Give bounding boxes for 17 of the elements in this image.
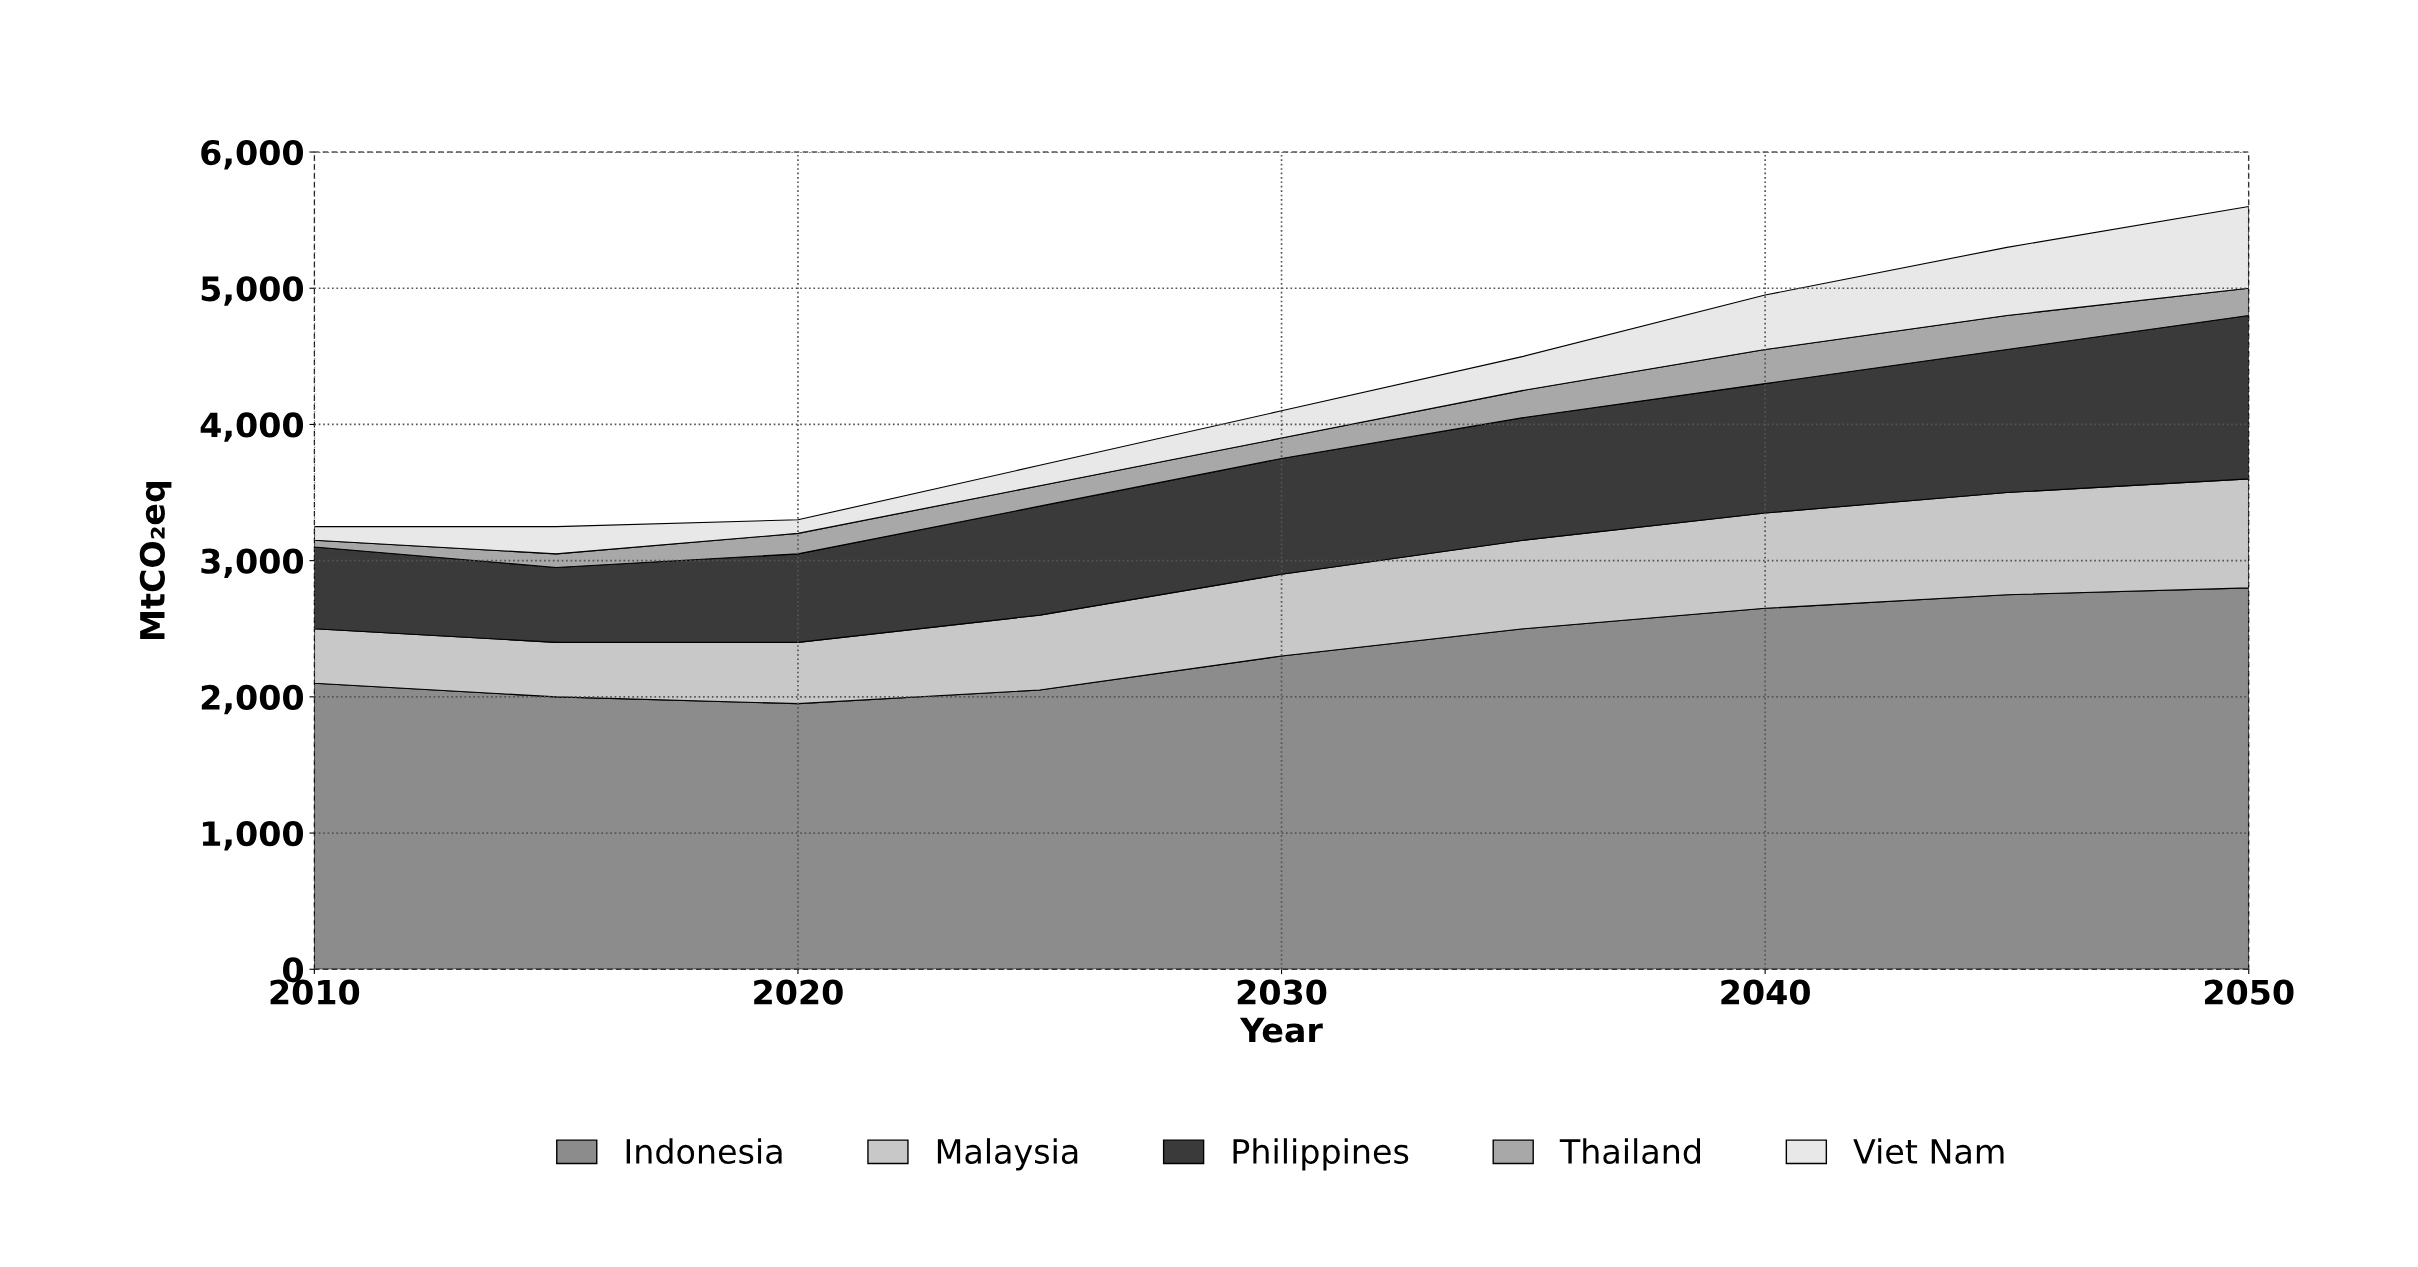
x-axis-title: Year: [1239, 1017, 1323, 1043]
y-tick-label: 3,000: [201, 548, 304, 579]
y-tick-label: 6,000: [201, 139, 304, 170]
x-tick-label: 2020: [754, 979, 843, 1005]
legend-label: Thailand: [1559, 1138, 1700, 1164]
legend-label: Malaysia: [937, 1138, 1078, 1171]
legend-label: Philippines: [1233, 1138, 1409, 1171]
y-tick-label: 1,000: [202, 820, 304, 851]
y-axis-title: MtCO₂eq: [139, 481, 172, 640]
y-tick-label: 5,000: [201, 276, 304, 306]
y-tick-label: 2,000: [201, 684, 304, 715]
y-tick-label: 4,000: [200, 412, 304, 442]
legend-label: Indonesia: [626, 1138, 782, 1164]
legend-label: Viet Nam: [1853, 1138, 2004, 1164]
x-tick-label: 2050: [2204, 979, 2294, 1005]
x-tick-label: 2030: [1237, 979, 1327, 1005]
x-tick-label: 2040: [1721, 979, 1810, 1005]
